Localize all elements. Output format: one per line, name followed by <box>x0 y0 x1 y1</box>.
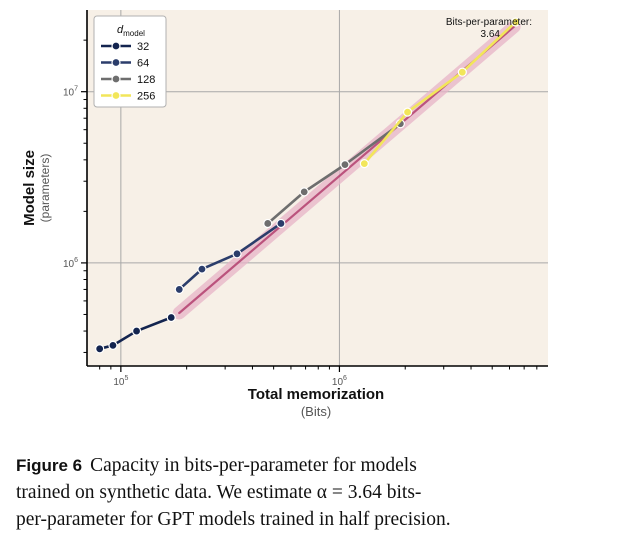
legend: dmodel 32 64 128 256 <box>93 15 167 108</box>
series-line-32 <box>99 316 172 351</box>
legend-label: 256 <box>137 91 155 103</box>
data-point-128 <box>340 160 350 170</box>
ticks: 105 106 106 107 <box>63 39 538 388</box>
chart: 105 106 106 107 Bits-per-parameter: 3.64 dm… <box>21 10 548 419</box>
legend-swatch-marker <box>111 90 121 101</box>
series-line-64 <box>178 222 282 291</box>
series-line-256 <box>363 21 517 165</box>
caption-line-3: per-parameter for GPT models trained in … <box>16 509 451 530</box>
y-tick-label: 107 <box>63 86 78 99</box>
data-point-64 <box>232 249 242 259</box>
x-tick-label: 106 <box>332 375 347 388</box>
legend-swatch-marker <box>111 74 121 84</box>
y-axis-title: Model size <box>21 150 38 226</box>
data-point-32 <box>108 340 118 350</box>
legend-label: 32 <box>137 41 149 53</box>
data-point-128 <box>263 218 273 229</box>
data-point-256 <box>359 159 369 169</box>
legend-swatch-marker <box>111 57 121 68</box>
legend-label: 64 <box>137 58 149 70</box>
caption-line-2: trained on synthetic data. We estimate α… <box>16 482 422 503</box>
annotation-label: Bits-per-parameter: <box>446 17 532 28</box>
data-point-64 <box>174 284 184 295</box>
x-axis-subtitle: (Bits) <box>301 404 331 419</box>
data-point-256 <box>402 107 413 117</box>
data-point-32 <box>166 312 176 323</box>
data-point-32 <box>131 326 142 336</box>
caption-text-1: Capacity in bits-per-parameter for model… <box>90 455 417 476</box>
series-line-128 <box>266 122 402 225</box>
y-tick-label: 106 <box>63 257 78 270</box>
data-point-32 <box>95 344 105 354</box>
data-point-128 <box>299 187 309 197</box>
data-point-64 <box>276 218 286 229</box>
caption-line-1: Figure 6 Capacity in bits-per-parameter f… <box>16 452 554 479</box>
data-point-64 <box>197 264 207 274</box>
caption-label: Figure 6 <box>16 456 83 475</box>
data-point-256 <box>511 17 521 27</box>
legend-swatch-marker <box>111 41 121 51</box>
legend-label: 128 <box>137 74 155 86</box>
figure-caption: Figure 6 Capacity in bits-per-parameter f… <box>16 452 554 533</box>
annotation-value: 3.64 <box>481 29 501 40</box>
data-point-256 <box>457 67 467 77</box>
series-group <box>95 17 521 354</box>
y-axis-subtitle: (parameters) <box>38 154 52 223</box>
x-axis-title: Total memorization <box>248 386 384 403</box>
legend-title: dmodel <box>117 24 145 38</box>
x-tick-label: 105 <box>113 375 128 388</box>
